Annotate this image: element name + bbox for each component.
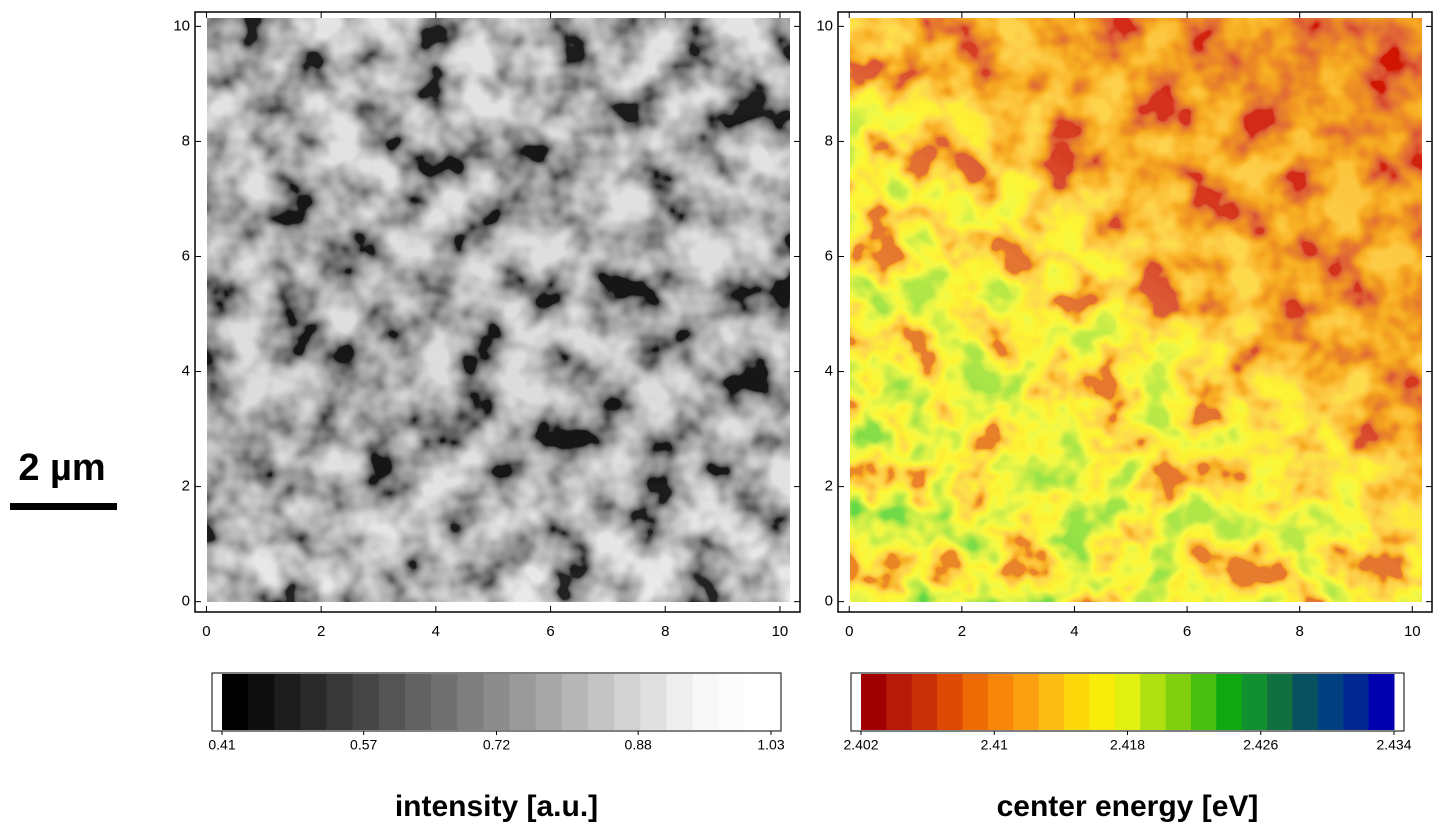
heatmap-texture — [850, 18, 1422, 602]
colorbar-swatch — [1038, 674, 1065, 730]
x-tick-label: 2 — [317, 623, 325, 640]
colorbar-swatch — [300, 674, 328, 730]
colorbar-tick-label: 0.57 — [350, 737, 377, 753]
colorbar-swatch — [483, 674, 511, 730]
colorbar-tick-label: 2.426 — [1243, 737, 1278, 753]
y-tick-label: 10 — [816, 17, 833, 34]
colorbar-swatch — [1064, 674, 1090, 730]
x-tick-label: 10 — [772, 623, 789, 640]
colorbar-swatch — [1190, 674, 1217, 730]
x-tick-label: 2 — [958, 623, 966, 640]
x-tick-label: 0 — [845, 623, 853, 640]
colorbar-swatch — [248, 674, 275, 730]
y-tick-label: 2 — [825, 478, 833, 495]
x-tick-label: 10 — [1404, 623, 1421, 640]
colorbar-swatch — [405, 674, 432, 730]
y-tick-label: 4 — [825, 363, 833, 380]
colorbar-swatch — [640, 674, 667, 730]
colorbar-swatch — [718, 674, 746, 730]
colorbar-tick-label: 2.434 — [1376, 737, 1411, 753]
colorbar-swatch — [378, 674, 406, 730]
colorbar-swatch — [692, 674, 720, 730]
colorbar-swatch — [937, 674, 964, 730]
y-tick-label: 6 — [825, 247, 833, 264]
colorbar-swatch — [861, 674, 887, 730]
colorbar-swatch — [431, 674, 458, 730]
colorbar-swatch — [987, 674, 1014, 730]
colorbar-swatch — [1343, 674, 1370, 730]
heatmap-image — [207, 18, 790, 602]
colorbar-swatch — [535, 674, 563, 730]
x-tick-label: 0 — [202, 623, 210, 640]
colorbar-swatch — [588, 674, 615, 730]
colorbar-swatch — [326, 674, 354, 730]
plot-frame — [837, 11, 1433, 613]
y-tick-label: 6 — [182, 247, 190, 264]
x-tick-label: 8 — [661, 623, 669, 640]
colorbar-swatch — [1317, 674, 1344, 730]
colorbar-title: center energy [eV] — [997, 790, 1259, 823]
colorbar-swatch — [352, 674, 380, 730]
colorbar-tick-label: 2.41 — [981, 737, 1008, 753]
x-tick-label: 6 — [546, 623, 554, 640]
colorbar-swatch — [1267, 674, 1293, 730]
x-tick-label: 4 — [432, 623, 440, 640]
y-tick-label: 2 — [182, 478, 190, 495]
colorbar-swatch — [509, 674, 537, 730]
y-tick-label: 0 — [182, 593, 190, 610]
colorbar-swatch — [1165, 674, 1192, 730]
heatmap-image — [850, 18, 1422, 602]
scale-bar-label: 2 µm — [18, 447, 105, 489]
colorbar-title: intensity [a.u.] — [395, 790, 598, 823]
colorbar-swatch — [744, 674, 772, 730]
heatmap-texture — [207, 18, 790, 602]
colorbar-swatch — [886, 674, 913, 730]
colorbar-swatch — [561, 674, 589, 730]
colorbar-swatch — [1114, 674, 1141, 730]
colorbar-swatch — [962, 674, 989, 730]
x-tick-label: 8 — [1296, 623, 1304, 640]
colorbar-swatch — [666, 674, 694, 730]
y-tick-label: 10 — [173, 17, 190, 34]
colorbar-tick-label: 2.418 — [1110, 737, 1145, 753]
colorbar-swatch — [614, 674, 641, 730]
colorbar-swatch — [1216, 674, 1243, 730]
colorbar-tick-label: 0.41 — [208, 737, 235, 753]
colorbar-swatch — [911, 674, 938, 730]
x-tick-label: 6 — [1183, 623, 1191, 640]
colorbar-swatch — [1013, 674, 1040, 730]
colorbar-swatch — [1368, 674, 1395, 730]
scale-bar — [10, 503, 117, 510]
colorbar-swatch — [1241, 674, 1268, 730]
colorbar-swatch — [1292, 674, 1319, 730]
colorbar-swatch — [457, 674, 484, 730]
colorbar-tick-label: 1.03 — [757, 737, 784, 753]
y-tick-label: 0 — [825, 593, 833, 610]
colorbar-tick-label: 0.72 — [483, 737, 510, 753]
colorbar-swatch — [274, 674, 301, 730]
y-tick-label: 8 — [825, 132, 833, 149]
y-tick-label: 8 — [182, 132, 190, 149]
colorbar-swatch — [1140, 674, 1167, 730]
plot-frame — [194, 11, 801, 613]
colorbar-tick-label: 2.402 — [843, 737, 878, 753]
colorbar-swatch — [1089, 674, 1116, 730]
colorbar-swatch — [222, 674, 249, 730]
y-tick-label: 4 — [182, 363, 190, 380]
colorbar-tick-label: 0.88 — [625, 737, 652, 753]
x-tick-label: 4 — [1070, 623, 1078, 640]
